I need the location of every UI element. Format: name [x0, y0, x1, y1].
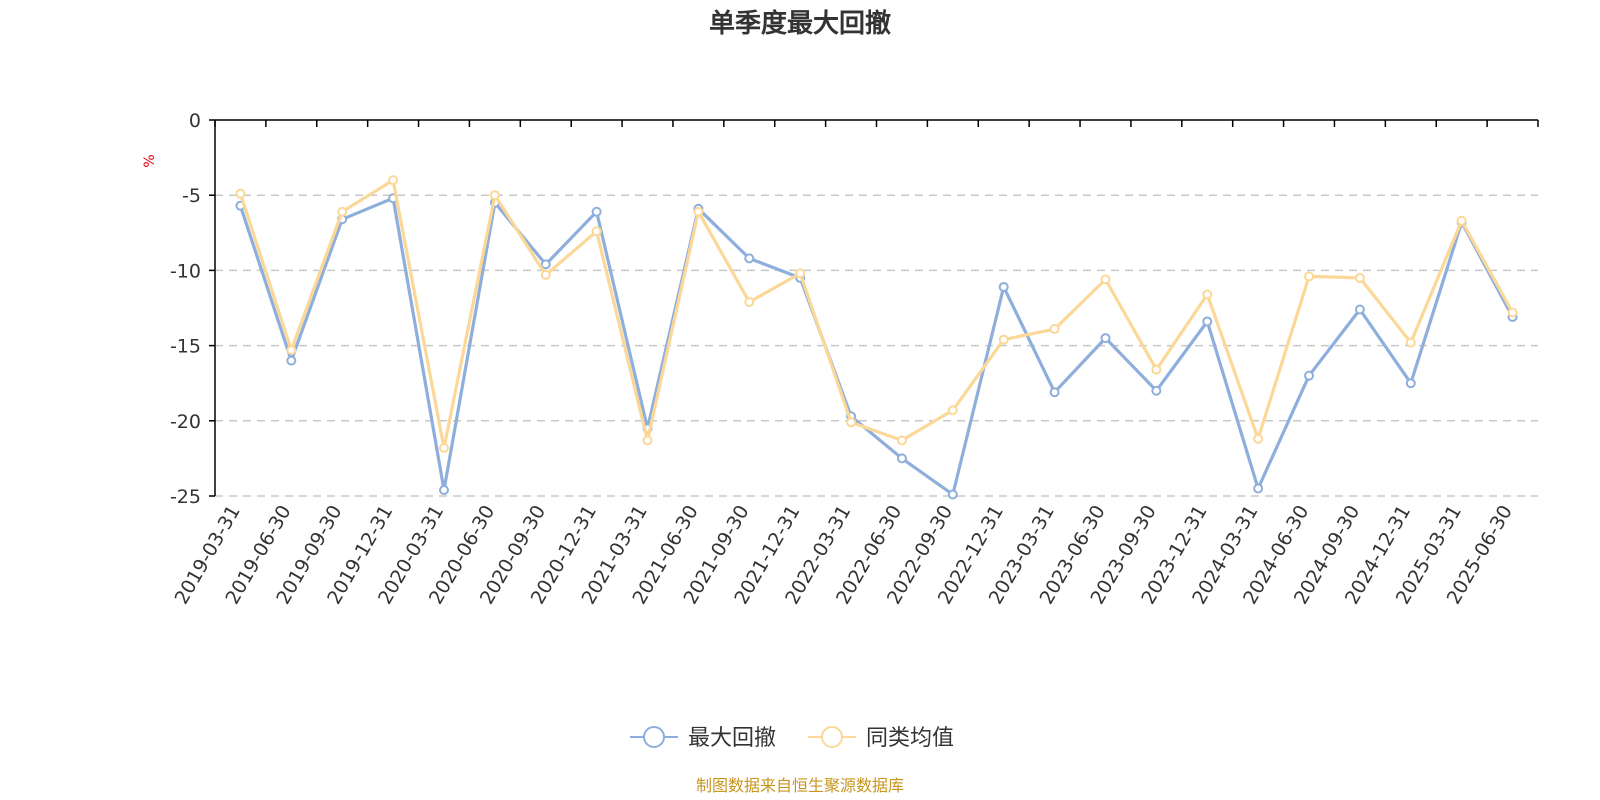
data-point[interactable]: [1507, 307, 1518, 318]
data-point[interactable]: [591, 206, 602, 217]
data-point[interactable]: [1253, 483, 1264, 494]
data-point[interactable]: [388, 175, 399, 186]
data-point[interactable]: [795, 268, 806, 279]
legend-label: 同类均值: [866, 726, 954, 751]
data-point[interactable]: [489, 190, 500, 201]
data-point[interactable]: [846, 417, 857, 428]
data-point[interactable]: [642, 435, 653, 446]
legend-circle-icon: [821, 726, 843, 748]
y-tick-label: -25: [170, 486, 201, 508]
data-point[interactable]: [998, 281, 1009, 292]
data-point[interactable]: [744, 296, 755, 307]
y-tick-label: -5: [182, 185, 201, 207]
y-tick-label: -20: [170, 411, 201, 433]
data-point[interactable]: [1304, 370, 1315, 381]
data-point[interactable]: [1151, 364, 1162, 375]
data-point[interactable]: [1049, 324, 1060, 335]
data-point[interactable]: [947, 405, 958, 416]
data-point[interactable]: [438, 442, 449, 453]
series-line: [238, 178, 1514, 450]
y-tick-label: -15: [170, 336, 201, 358]
legend-item-2[interactable]: 同类均值: [808, 726, 954, 751]
y-axis-unit-label: %: [142, 154, 158, 167]
data-point[interactable]: [286, 355, 297, 366]
data-point[interactable]: [1100, 333, 1111, 344]
data-point[interactable]: [947, 489, 958, 500]
series-2: [235, 175, 1518, 453]
chart-title: 单季度最大回撤: [709, 8, 891, 39]
legend-circle-icon: [643, 726, 665, 748]
legend-item-1[interactable]: 最大回撤: [630, 726, 776, 751]
data-point[interactable]: [235, 188, 246, 199]
data-point[interactable]: [1202, 316, 1213, 327]
data-point[interactable]: [896, 453, 907, 464]
legend[interactable]: 最大回撤 同类均值: [630, 726, 954, 751]
series-layer: [235, 175, 1518, 500]
y-tick-label: 0: [189, 110, 201, 132]
data-point[interactable]: [337, 206, 348, 217]
y-tick-label: -10: [170, 260, 201, 282]
data-point[interactable]: [286, 345, 297, 356]
data-point[interactable]: [744, 253, 755, 264]
data-point[interactable]: [1405, 378, 1416, 389]
data-point[interactable]: [1456, 215, 1467, 226]
data-point[interactable]: [998, 334, 1009, 345]
data-point[interactable]: [1100, 274, 1111, 285]
data-point[interactable]: [1354, 304, 1365, 315]
axis-layer: 0-5-10-15-20-252019-03-312019-06-302019-…: [170, 110, 1539, 608]
legend-label: 最大回撤: [688, 726, 776, 751]
data-point[interactable]: [1354, 272, 1365, 283]
data-point[interactable]: [438, 484, 449, 495]
series-line: [238, 196, 1515, 497]
data-point[interactable]: [1202, 289, 1213, 300]
data-source-note: 制图数据来自恒生聚源数据库: [696, 776, 904, 795]
data-point[interactable]: [540, 269, 551, 280]
series-1: [235, 193, 1518, 500]
data-point[interactable]: [1405, 337, 1416, 348]
data-point[interactable]: [1049, 387, 1060, 398]
data-point[interactable]: [1253, 433, 1264, 444]
data-point[interactable]: [540, 259, 551, 270]
data-point[interactable]: [591, 226, 602, 237]
data-point[interactable]: [896, 435, 907, 446]
grid-layer: [215, 194, 1538, 497]
data-point[interactable]: [1304, 271, 1315, 282]
data-point[interactable]: [1151, 385, 1162, 396]
data-point[interactable]: [693, 206, 704, 217]
